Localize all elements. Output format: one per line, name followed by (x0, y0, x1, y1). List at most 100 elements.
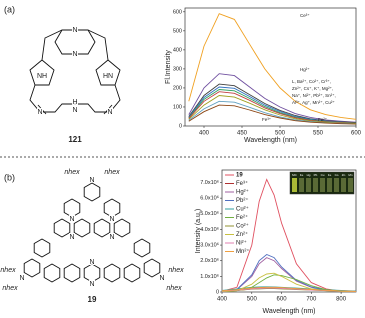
substituent: nhex (2, 285, 18, 292)
vial (320, 178, 325, 192)
inset-label: Pb (314, 173, 318, 177)
atom: N (69, 216, 74, 223)
series-line (222, 286, 356, 292)
legend-label: Hg²⁺ (236, 189, 249, 196)
compound-label: 121 (68, 135, 82, 144)
inset-label: Mn (348, 173, 352, 177)
legend-label: Co²⁺ (236, 223, 249, 230)
atom: N (109, 216, 114, 223)
atom: N (69, 234, 74, 241)
ring (103, 198, 121, 218)
annotation: Hg²⁺ (300, 67, 310, 72)
vial (292, 178, 297, 192)
panel-label: (a) (4, 4, 15, 14)
x-tick-label: 550 (313, 131, 324, 137)
atom: H (72, 99, 77, 106)
inset-label: Co (335, 173, 339, 177)
series-line (188, 13, 356, 120)
legend-label: Mn²⁺ (236, 248, 250, 255)
x-tick-label: 500 (275, 131, 286, 137)
ring (83, 182, 101, 202)
series-line (222, 257, 356, 292)
ring (123, 263, 141, 283)
ring (103, 263, 121, 283)
y-tick-label: 400 (173, 47, 182, 53)
substituent: nhex (104, 169, 120, 176)
y-tick-label: 600 (173, 9, 182, 15)
vial (306, 178, 311, 192)
inset-label: Cu (321, 173, 325, 177)
atom: N (89, 177, 94, 184)
inset-label: MC (292, 173, 297, 177)
plot-frame (221, 169, 357, 293)
y-tick-label: 100 (173, 104, 182, 110)
y-tick-label: 300 (173, 66, 182, 72)
ring (113, 218, 131, 238)
atom: N (89, 259, 94, 266)
legend-label: Fe³⁺ (236, 180, 248, 187)
x-tick-label: 700 (306, 297, 317, 303)
vial (313, 178, 318, 192)
vial (348, 178, 353, 192)
y-tick-label: 7.0x10⁶ (200, 179, 219, 186)
legend-label: Cu²⁺ (236, 206, 249, 213)
atom: N (72, 27, 77, 34)
substituent: nhex (166, 285, 182, 292)
ring (73, 218, 91, 238)
structure-121 (29, 29, 121, 115)
ring (83, 263, 101, 283)
atom: HN (103, 73, 113, 80)
annotation: Fe²⁺ (318, 117, 328, 122)
y-tick-label: 500 (173, 28, 182, 34)
x-axis-label: Wavelength (nm) (244, 137, 297, 144)
vial (299, 178, 304, 192)
vial (327, 178, 332, 192)
x-axis-label: Wavelength (nm) (262, 308, 315, 315)
y-tick-label: 0 (179, 123, 182, 129)
inset-label: Fe (300, 173, 304, 177)
substituent: nhex (64, 169, 80, 176)
atom: NH (37, 73, 47, 80)
ring (133, 238, 151, 258)
ring (53, 218, 71, 238)
inset-label: Fe (328, 173, 332, 177)
structure-19 (23, 182, 161, 283)
x-tick-label: 500 (247, 297, 258, 303)
y-axis-label: Fl.Intensity (165, 50, 172, 84)
y-tick-label: 2.0x10⁶ (200, 257, 219, 264)
annotation: Zn²⁺, Cs⁺, K⁺, Mg²⁺, (292, 86, 333, 91)
series-line (188, 95, 356, 124)
annotation: Na⁺, Ni²⁺, Pb²⁺, Sn²⁺, (292, 93, 336, 98)
x-tick-label: 400 (199, 131, 210, 137)
y-tick-label: 4.0x10⁶ (200, 226, 219, 233)
atom: N (37, 109, 42, 116)
y-tick-label: 200 (173, 85, 182, 91)
series-line (188, 104, 356, 125)
vial (341, 178, 346, 192)
plot-frame (184, 7, 357, 127)
legend-label: Fe²⁺ (236, 214, 248, 221)
ring (23, 258, 41, 278)
atom: N (107, 109, 112, 116)
compound-label: 19 (88, 295, 97, 304)
vial (334, 178, 339, 192)
y-tick-label: 1.0x10⁶ (200, 273, 219, 280)
x-tick-label: 800 (336, 297, 347, 303)
y-tick-label: 5.0x10⁶ (200, 210, 219, 217)
ring (43, 263, 61, 283)
x-tick-label: 450 (237, 131, 248, 137)
ring (63, 198, 81, 218)
y-axis-label: Intensity (a.u.) (195, 209, 202, 253)
x-tick-label: 600 (277, 297, 288, 303)
annotation: Al³⁺, Ag⁺, Mn²⁺, Cu²⁺ (292, 100, 335, 105)
ring (63, 263, 81, 283)
ring (33, 238, 51, 258)
legend-label: Ni²⁺ (236, 240, 247, 247)
annotation: Fe³⁺ (262, 117, 272, 122)
series-line (188, 73, 356, 123)
series-line (222, 178, 356, 292)
atom: N (159, 275, 164, 282)
atom: N (72, 51, 77, 58)
x-tick-label: 400 (217, 297, 228, 303)
